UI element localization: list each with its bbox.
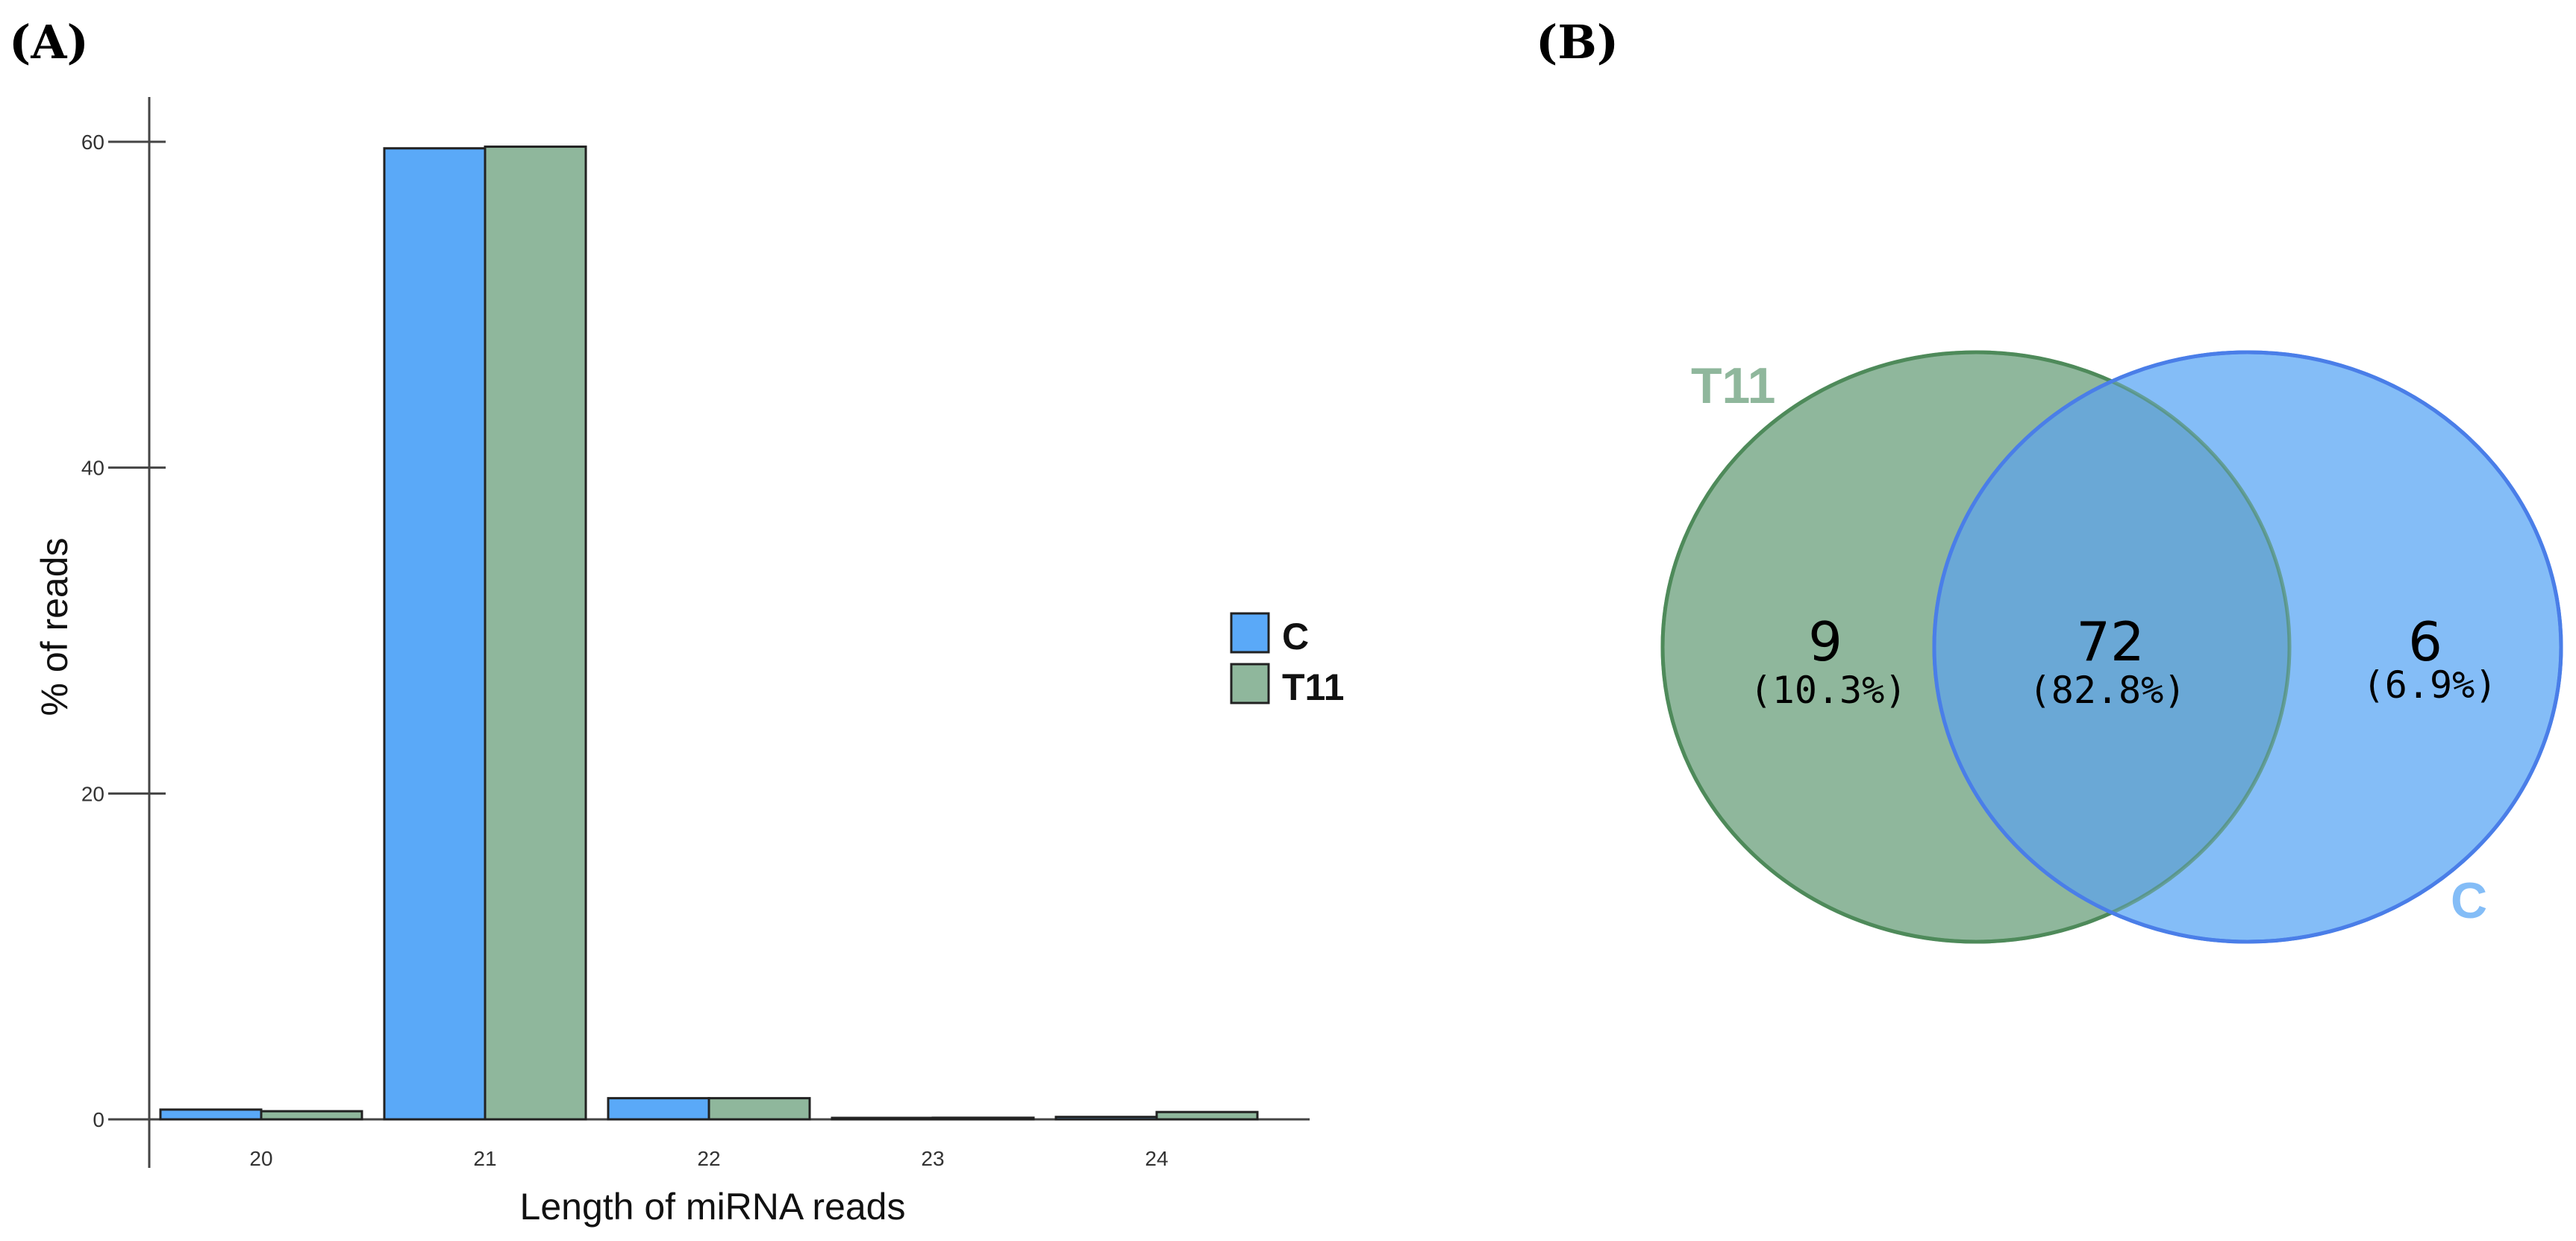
y-tick-label: 0 — [93, 1108, 104, 1131]
x-ticks: 20 21 22 23 24 — [249, 1147, 1168, 1170]
x-axis-title: Length of miRNA reads — [520, 1186, 906, 1228]
panel-b-label: (B) — [1536, 15, 1619, 69]
venn-circle-c-outline — [1932, 350, 2563, 944]
bar-t11-21 — [484, 146, 587, 1121]
venn-circle-t11-outline — [1660, 350, 2292, 944]
venn-count-t11-only: 9 — [1808, 610, 1842, 673]
bar-c-22 — [607, 1097, 710, 1121]
bar-chart: 0 20 40 60 20 21 22 23 24 Length of miRNA reads… — [34, 97, 1344, 1228]
legend-swatch-c — [1230, 612, 1270, 654]
venn-set-label-c: C — [2451, 872, 2487, 929]
venn-count-shared: 72 — [2076, 610, 2145, 673]
bar-t11-20 — [260, 1110, 363, 1121]
venn-set-label-t11: T11 — [1691, 357, 1775, 414]
venn-diagram: T11 C 9 (10.3%) 72 (82.8%) 6 (6.9%) — [1660, 350, 2563, 944]
bar-c-20 — [159, 1108, 263, 1121]
x-tick-label: 22 — [697, 1147, 720, 1170]
y-tick-label: 60 — [81, 131, 104, 154]
y-tick-label: 20 — [81, 782, 104, 805]
bar-t11-22 — [707, 1097, 811, 1121]
legend-swatch-t11 — [1230, 663, 1270, 704]
y-ticks: 0 20 40 60 — [81, 131, 166, 1131]
bar-t11-24 — [1155, 1110, 1259, 1121]
bar-c-24 — [1054, 1116, 1158, 1121]
bar-c-21 — [383, 147, 487, 1121]
x-tick-label: 24 — [1145, 1147, 1168, 1170]
venn-count-c-only: 6 — [2408, 610, 2442, 673]
bars — [159, 146, 1259, 1121]
venn-percent-c-only: (6.9%) — [2363, 663, 2498, 707]
y-axis-title: % of reads — [34, 537, 75, 716]
venn-percent-t11-only: (10.3%) — [1750, 669, 1907, 712]
venn-overlap-region — [1934, 352, 2289, 942]
x-tick-label: 20 — [249, 1147, 272, 1170]
legend-label-c: C — [1282, 616, 1309, 657]
venn-percent-shared: (82.8%) — [2029, 669, 2186, 712]
x-tick-label: 23 — [921, 1147, 944, 1170]
legend: C T11 — [1230, 612, 1344, 708]
bar-c-23 — [831, 1116, 934, 1121]
bar-t11-23 — [931, 1116, 1035, 1121]
x-tick-label: 21 — [473, 1147, 496, 1170]
y-tick-label: 40 — [81, 457, 104, 480]
legend-label-t11: T11 — [1282, 666, 1344, 708]
panel-a-label: (A) — [9, 15, 89, 69]
